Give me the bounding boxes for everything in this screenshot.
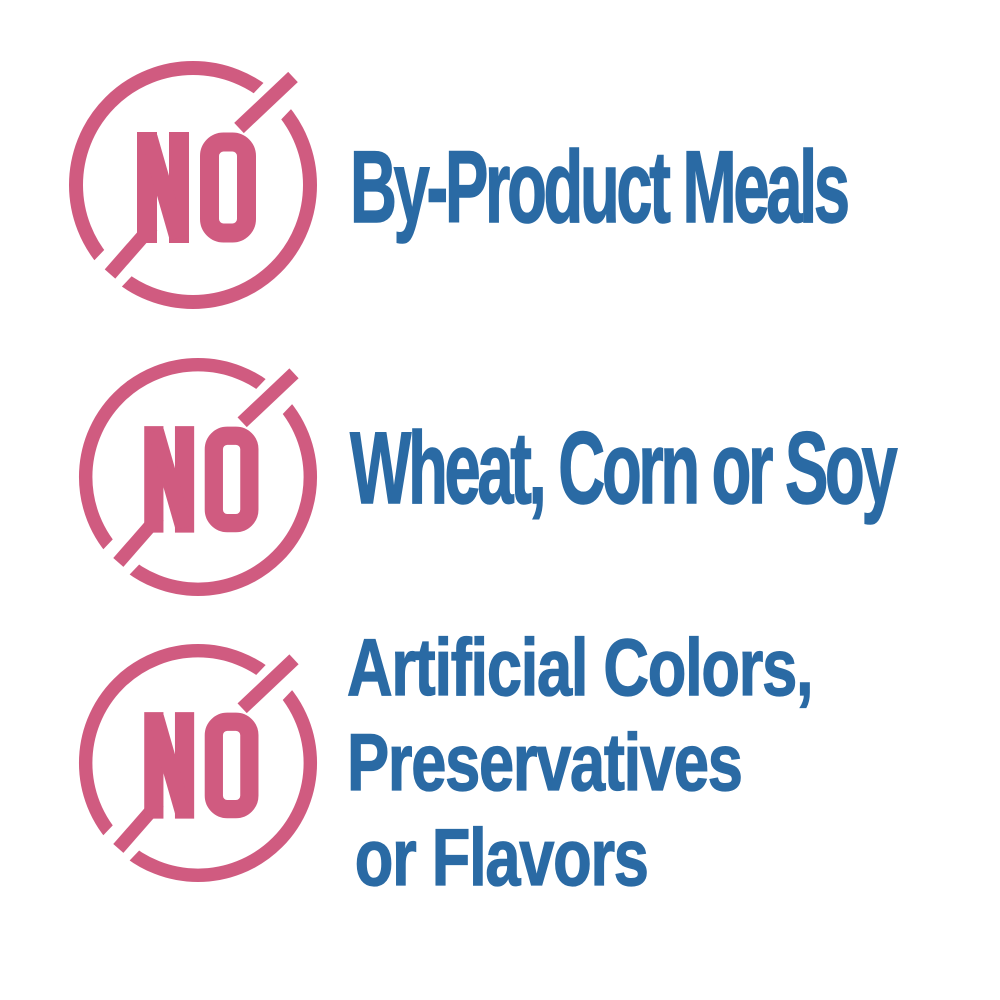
claim-byproduct-meals: By-Product Meals [350,130,851,244]
no-icon [78,357,318,597]
claim-line: By-Product Meals [350,130,851,244]
slash-top-segment [237,368,299,428]
prohibition-circle [69,61,317,309]
no-letters [144,426,259,533]
no-icon [78,643,318,883]
prohibition-circle [78,643,318,883]
claim-wheat-corn-soy: Wheat, Corn or Soy [350,411,899,525]
no-icon [69,60,318,309]
no-letters [144,712,259,819]
claim-artificial-ingredients: Artificial Colors, Preservatives or Flav… [346,621,814,906]
prohibition-circle [78,357,318,597]
claim-line: Wheat, Corn or Soy [350,411,899,525]
claim-line: or Flavors [354,812,649,903]
claim-line: Artificial Colors, [346,622,814,713]
no-letters [137,132,256,243]
claim-line: Preservatives [346,717,743,808]
slash-top-segment [237,654,299,714]
slash-top-segment [234,71,298,134]
